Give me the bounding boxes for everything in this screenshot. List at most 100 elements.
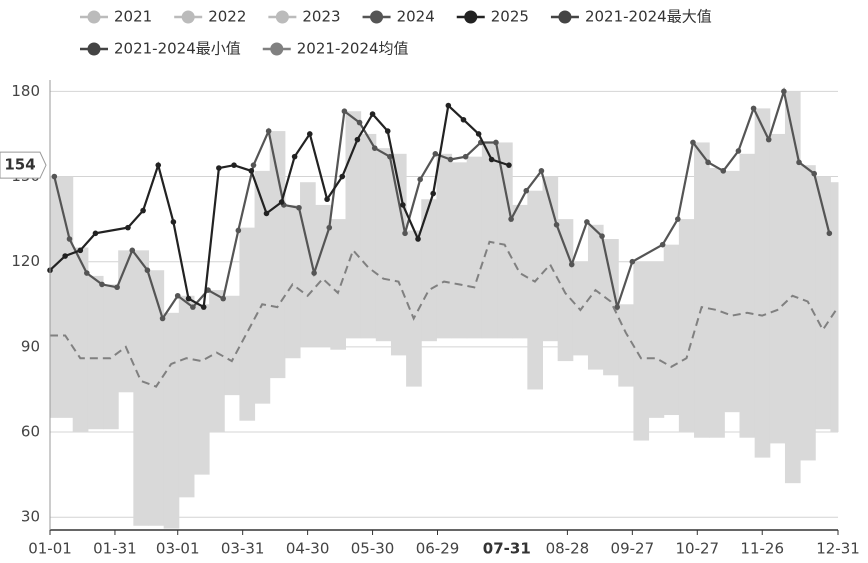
band-bar	[300, 182, 316, 347]
band-bar	[436, 153, 453, 339]
series-point	[66, 236, 73, 242]
legend-label: 2021-2024均值	[297, 40, 409, 58]
band-bar	[375, 148, 392, 342]
band-bar	[148, 270, 165, 526]
band-bar	[87, 275, 104, 430]
band-bar	[694, 142, 710, 438]
series-point	[155, 162, 162, 168]
legend-icon-dot	[181, 10, 195, 24]
series-point	[311, 270, 317, 276]
legend-icon-dot	[370, 10, 384, 24]
series-point	[324, 196, 330, 203]
series-point	[174, 292, 181, 299]
series-point	[430, 190, 436, 197]
x-tick-label: 01-31	[93, 540, 137, 558]
series-point	[599, 233, 605, 239]
series-point	[356, 119, 363, 126]
pointer-y-box	[0, 151, 47, 179]
legend-icon-dot	[558, 10, 572, 24]
band-bar	[497, 142, 513, 339]
band-bar	[406, 230, 422, 387]
series-point	[553, 221, 560, 228]
series-point	[629, 258, 636, 265]
series-point	[690, 139, 696, 146]
series-point	[475, 131, 482, 137]
series-point	[488, 156, 495, 163]
x-tick-label: 01-01	[28, 540, 72, 558]
series-point	[306, 131, 313, 137]
x-tick-label: 12-31	[816, 540, 860, 558]
series-point	[781, 88, 787, 95]
series-point	[185, 295, 192, 302]
band-bar	[133, 250, 149, 526]
series-point	[220, 295, 226, 302]
series-point	[371, 145, 378, 151]
pointer-x-box	[472, 536, 541, 563]
series-point	[400, 202, 406, 208]
legend-icon-dot	[275, 10, 289, 24]
band-bar	[830, 182, 839, 433]
series-point	[99, 281, 105, 288]
band-bar	[481, 142, 498, 339]
series-point	[291, 153, 298, 160]
x-tick-label: 10-27	[675, 540, 719, 558]
x-tick-label: 05-30	[351, 540, 395, 558]
band-bar	[345, 111, 362, 339]
series-point	[77, 247, 84, 254]
band-bar	[284, 204, 301, 359]
band-bar	[163, 312, 180, 529]
legend-label: 2021-2024最小值	[114, 40, 241, 58]
y-tick-label: 180	[11, 82, 40, 100]
series-point	[326, 224, 333, 231]
series-point	[296, 204, 302, 211]
series-point	[51, 173, 58, 180]
band-bar	[663, 244, 680, 416]
series-point	[796, 159, 802, 166]
band-bar	[603, 238, 619, 376]
band-bar	[815, 176, 831, 430]
band-bar	[50, 176, 59, 418]
y-tick-label: 60	[21, 423, 40, 441]
band-bar	[784, 91, 801, 484]
series-point	[508, 216, 514, 222]
x-tick-label: 08-28	[546, 540, 590, 558]
series-point	[584, 219, 590, 225]
legend-label: 2021-2024最大值	[585, 8, 712, 26]
series-point	[568, 261, 575, 268]
x-tick-label: 11-26	[740, 540, 784, 558]
band-bar	[709, 168, 725, 438]
series-point	[216, 165, 222, 171]
series-point	[750, 105, 757, 112]
series-point	[705, 159, 711, 166]
legend-label: 2025	[491, 8, 529, 26]
band-bar	[178, 295, 195, 498]
series-point	[765, 136, 772, 143]
legend-label: 2022	[208, 8, 246, 26]
band-bar	[633, 261, 650, 441]
band-bar	[754, 108, 771, 458]
series-point	[265, 128, 272, 134]
series-point	[339, 173, 346, 180]
band-bar	[512, 204, 528, 339]
band-bar	[193, 304, 210, 475]
x-tick-label: 03-01	[156, 540, 200, 558]
series-line	[49, 103, 510, 309]
y-tick-label: 120	[11, 252, 40, 270]
pointer-x-label: 07-31	[483, 540, 531, 558]
series-point	[387, 153, 393, 160]
series-point	[659, 241, 666, 248]
series-point	[675, 216, 681, 222]
series-point	[417, 176, 423, 183]
series-point	[384, 128, 391, 134]
legend-label: 2021	[114, 8, 152, 26]
y-tick-label: 30	[21, 508, 40, 526]
band-bar	[451, 162, 468, 339]
band-bar	[103, 284, 119, 430]
series-point	[811, 170, 817, 177]
series-point	[354, 136, 361, 143]
band-bar	[739, 153, 756, 438]
series-point	[341, 108, 348, 115]
band-bar	[769, 133, 786, 444]
band-bar	[330, 219, 346, 350]
